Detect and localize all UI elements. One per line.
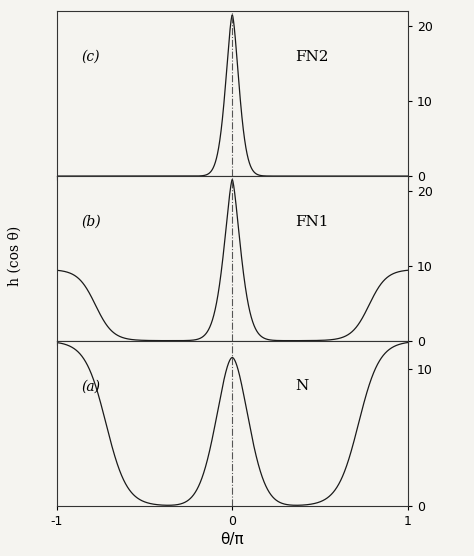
Text: N: N — [295, 380, 309, 394]
Text: FN2: FN2 — [295, 49, 329, 63]
Text: (c): (c) — [82, 49, 100, 63]
X-axis label: θ/π: θ/π — [220, 532, 244, 547]
Text: (b): (b) — [82, 215, 101, 229]
Text: h (cos θ): h (cos θ) — [7, 226, 21, 286]
Text: FN1: FN1 — [295, 215, 329, 229]
Text: (a): (a) — [82, 380, 100, 394]
